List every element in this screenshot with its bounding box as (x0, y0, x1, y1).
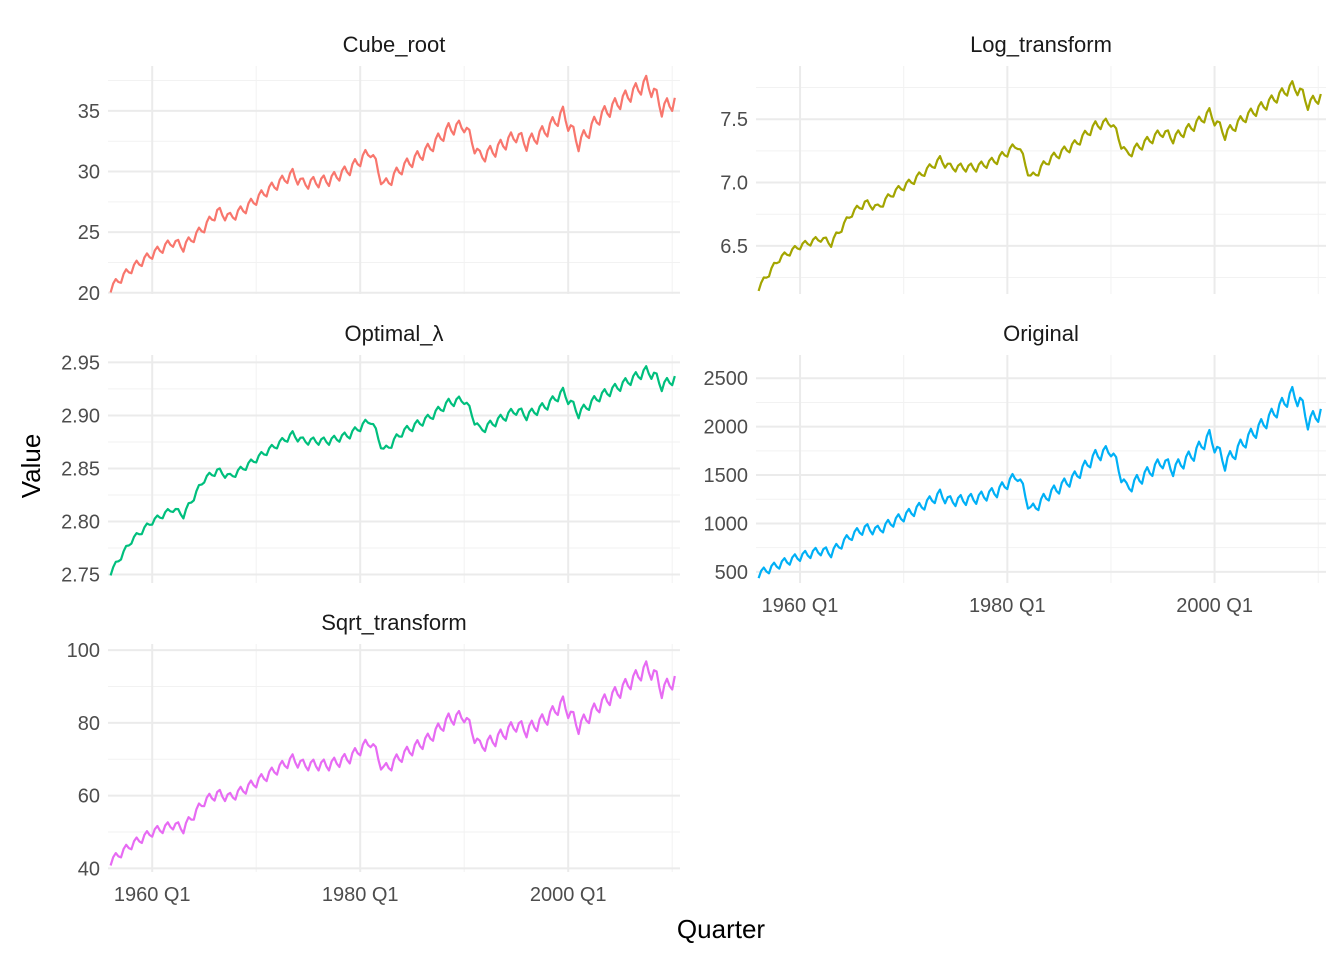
y-tick-label: 7.5 (720, 109, 748, 131)
panel-title: Sqrt_transform (321, 610, 467, 635)
y-tick-label: 35 (78, 101, 100, 123)
x-tick-label: 1980 Q1 (969, 595, 1046, 617)
series-line-sqrt (109, 660, 676, 866)
panel-sqrt: Sqrt_transform 40 60 80 100 1960 Q1 1980 Q1 200… (67, 610, 680, 906)
y-axis-title: Value (16, 434, 46, 499)
x-tick-label: 1980 Q1 (322, 884, 399, 906)
y-tick-label: 500 (715, 562, 748, 584)
y-tick-label: 2500 (704, 368, 749, 390)
y-tick-label: 2.90 (61, 405, 100, 427)
chart-panels: Cube_root 20 25 30 35 Log_transform 6.5 7.0 7.5 O… (61, 32, 1326, 906)
y-tick-label: 2000 (704, 417, 749, 439)
y-tick-label: 1500 (704, 465, 749, 487)
y-tick-label: 100 (67, 640, 100, 662)
panel-title: Cube_root (343, 32, 446, 57)
x-tick-label: 1960 Q1 (114, 884, 191, 906)
y-tick-label: 2.80 (61, 511, 100, 533)
y-tick-label: 25 (78, 222, 100, 244)
y-tick-label: 80 (78, 713, 100, 735)
series-line-log (757, 80, 1322, 292)
y-tick-label: 2.95 (61, 352, 100, 374)
y-tick-label: 6.5 (720, 236, 748, 258)
panel-cube_root: Cube_root 20 25 30 35 (78, 32, 680, 305)
series-line-original (757, 385, 1322, 579)
y-tick-label: 20 (78, 283, 100, 305)
x-tick-label: 2000 Q1 (1176, 595, 1253, 617)
panel-title: Log_transform (970, 32, 1112, 57)
y-tick-label: 2.75 (61, 565, 100, 587)
panel-original: Original 500 1000 1500 2000 2500 1960 Q1 1980 Q… (704, 321, 1326, 617)
panel-title: Original (1003, 321, 1079, 346)
panel-log: Log_transform 6.5 7.0 7.5 (720, 32, 1326, 294)
y-tick-label: 40 (78, 858, 100, 880)
y-tick-label: 30 (78, 162, 100, 184)
panel-title: Optimal_λ (344, 321, 443, 346)
series-line-boxcox (109, 365, 676, 576)
y-tick-label: 60 (78, 786, 100, 808)
y-tick-label: 1000 (704, 513, 749, 535)
y-tick-label: 2.85 (61, 458, 100, 480)
x-tick-label: 2000 Q1 (530, 884, 607, 906)
y-tick-label: 7.0 (720, 173, 748, 195)
panel-boxcox: Optimal_λ 2.75 2.80 2.85 2.90 2.95 (61, 321, 680, 587)
x-tick-label: 1960 Q1 (762, 595, 839, 617)
x-axis-title: Quarter (677, 914, 765, 944)
series-line-cube_root (109, 74, 676, 293)
